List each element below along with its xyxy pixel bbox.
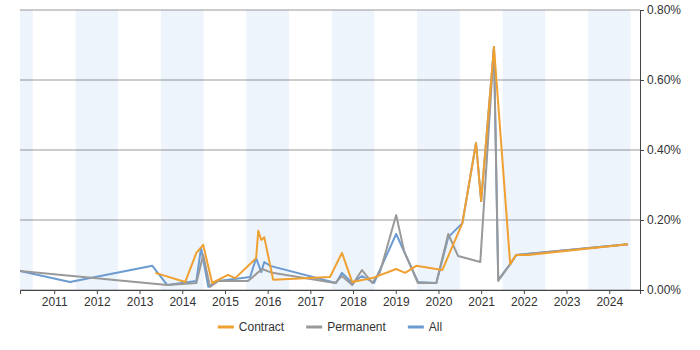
legend-swatch [408,326,424,329]
x-tick: 2024 [596,290,623,309]
x-tick-mark [438,290,439,294]
x-tick-mark [353,290,354,294]
x-tick-mark [310,290,311,294]
x-tick: 2013 [127,290,154,309]
x-tick-label: 2012 [84,295,111,309]
x-tick: 2018 [340,290,367,309]
x-tick: 2014 [169,290,196,309]
y-tick: 0.40% [640,143,681,157]
y-tick-mark [640,290,644,291]
x-tick: 2011 [42,290,68,309]
legend-item: All [408,320,442,334]
x-tick-mark [396,290,397,294]
y-tick-mark [640,10,644,11]
x-tick-label: 2021 [468,295,495,309]
legend-item: Contract [218,320,285,334]
x-tick: 2020 [426,290,453,309]
x-tick: 2021 [468,290,495,309]
plot: 2011 2012 2013 2014 2015 2016 2017 2018 2019 2020… [0,3,681,308]
x-axis-line [21,291,641,295]
y-grid [20,10,640,290]
x-tick-mark [481,290,482,294]
x-tick-label: 2013 [127,295,154,309]
y-axis: 0.00% 0.20% 0.40% 0.60% 0.80% [640,3,681,297]
y-tick-label: 0.80% [647,3,681,17]
x-tick: 2022 [511,290,538,309]
legend: Contract Permanent All [218,320,442,334]
x-tick-label: 2018 [340,295,367,309]
y-axis-line [641,11,645,291]
grid-line [20,150,640,151]
y-tick-label: 0.00% [647,283,681,297]
series-line [20,47,628,287]
legend-swatch [306,326,322,329]
chart: 2011 2012 2013 2014 2015 2016 2017 2018 2019 2020… [0,0,700,350]
x-tick: 2019 [383,290,410,309]
x-tick-mark [140,290,141,294]
y-tick-label: 0.20% [647,213,681,227]
y-tick-label: 0.40% [647,143,681,157]
legend-label: Permanent [327,320,386,334]
x-tick-label: 2011 [42,295,68,309]
legend-label: All [429,320,442,334]
x-tick: 2015 [212,290,239,309]
x-tick-label: 2020 [426,295,453,309]
x-tick-label: 2019 [383,295,410,309]
x-tick: 2017 [298,290,325,309]
x-tick: 2016 [255,290,282,309]
x-axis: 2011 2012 2013 2014 2015 2016 2017 2018 2019 2020… [21,290,641,309]
x-tick-mark [567,290,568,294]
x-tick-mark [182,290,183,294]
y-tick-mark [640,80,644,81]
x-tick-label: 2016 [255,295,282,309]
x-tick-mark [609,290,610,294]
x-tick-label: 2023 [554,295,581,309]
y-tick-label: 0.60% [647,73,681,87]
grid-line [20,80,640,81]
x-tick-mark [268,290,269,294]
grid-line [20,220,640,221]
x-tick: 2012 [84,290,111,309]
x-tick-mark [97,290,98,294]
x-tick-mark [225,290,226,294]
x-tick-label: 2015 [212,295,239,309]
x-tick-mark [54,290,55,294]
x-tick-mark [524,290,525,294]
y-tick-mark [640,150,644,151]
y-tick-mark [640,220,644,221]
x-tick-label: 2014 [169,295,196,309]
series-line [155,47,628,283]
series-line [20,47,628,287]
x-tick: 2023 [554,290,581,309]
legend-item: Permanent [306,320,386,334]
y-tick: 0.60% [640,73,681,87]
x-tick-label: 2017 [298,295,325,309]
y-tick: 0.80% [640,3,681,17]
y-tick: 0.00% [640,283,681,297]
legend-swatch [218,326,234,329]
x-tick-label: 2022 [511,295,538,309]
series-lines [20,47,628,287]
legend-label: Contract [239,320,285,334]
x-tick-label: 2024 [596,295,623,309]
grid-line [20,10,640,11]
y-tick: 0.20% [640,213,681,227]
